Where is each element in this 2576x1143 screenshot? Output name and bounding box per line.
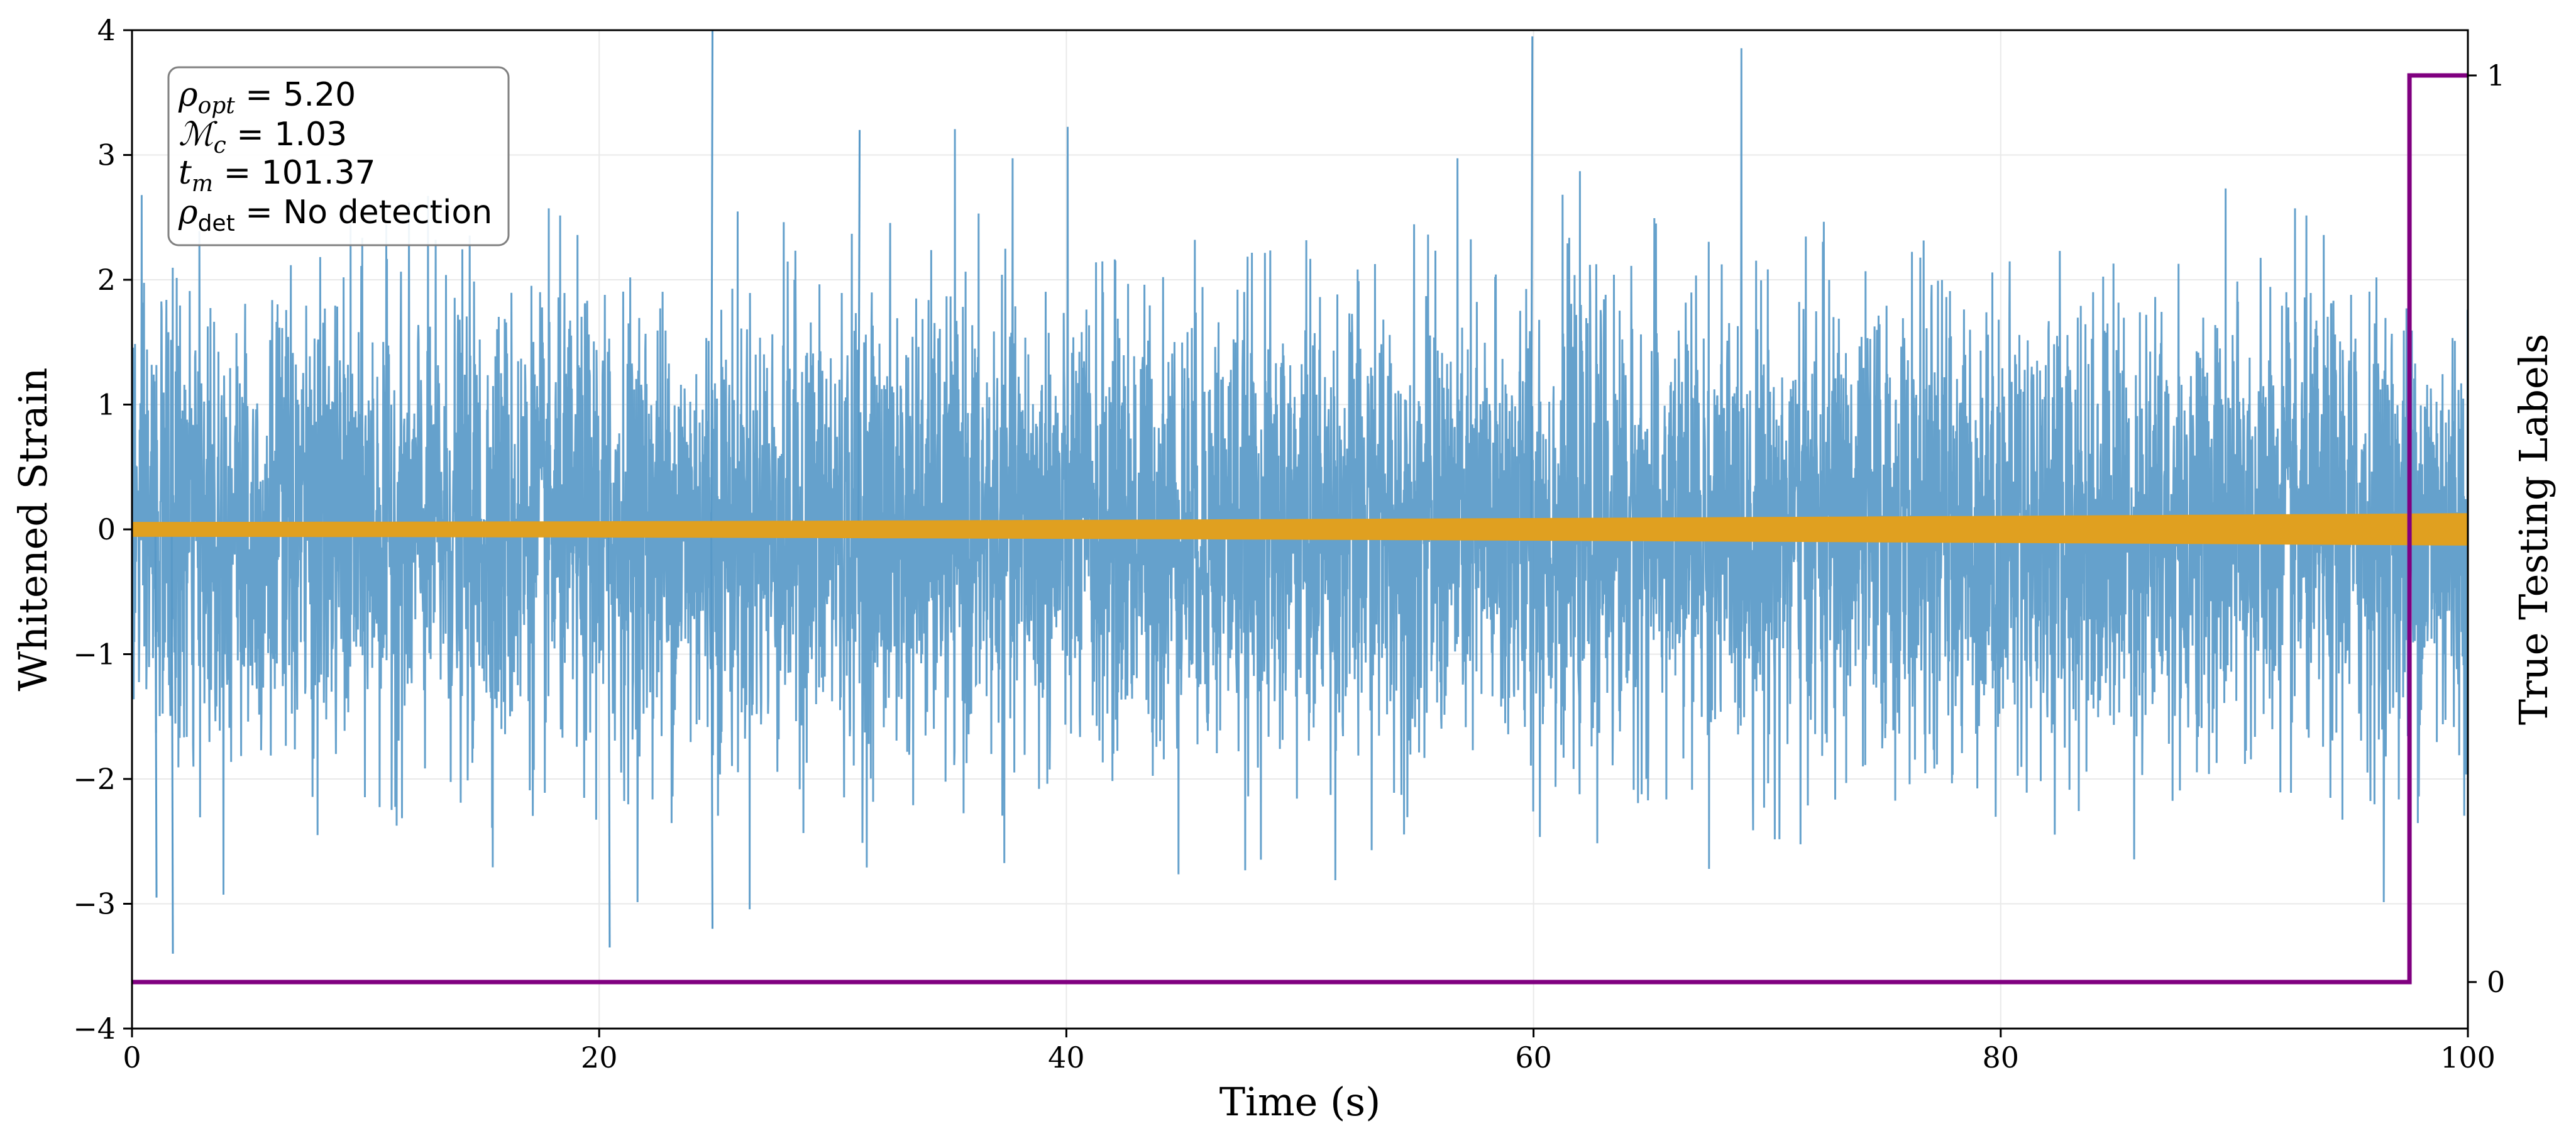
- y-left-tick-label: −1: [73, 638, 116, 671]
- x-tick-label: 80: [1983, 1041, 2020, 1074]
- y-right-tick-label: 1: [2487, 58, 2505, 92]
- y-left-tick-label: −4: [73, 1012, 116, 1046]
- x-tick-label: 60: [1515, 1041, 1552, 1074]
- annotation-box: ρopt = 5.20 ℳc = 1.03 tm = 101.37 ρdet =…: [167, 66, 510, 246]
- x-tick-label: 40: [1048, 1041, 1085, 1074]
- y-left-tick-label: 1: [97, 388, 116, 422]
- y-left-tick-label: 0: [97, 512, 116, 546]
- x-tick-label: 100: [2440, 1041, 2496, 1074]
- annotation-mc-value: 1.03: [274, 116, 347, 153]
- label-step-line: [132, 73, 2468, 985]
- x-tick-label: 0: [123, 1041, 141, 1074]
- signal-band: [132, 513, 2468, 546]
- annotation-frame: [167, 66, 510, 246]
- y-left-tick-label: 2: [97, 263, 116, 297]
- annotation-mc: ℳc = 1.03: [179, 116, 347, 158]
- y-left-tick-label: 3: [97, 138, 116, 172]
- y-axis-left-title: Whitened Strain: [10, 368, 56, 692]
- annotation-rho-det-value: No detection: [283, 194, 492, 231]
- noise-series: [131, 30, 2469, 954]
- noise-spike: [857, 130, 861, 530]
- label-series: [132, 73, 2468, 985]
- annotation-tm-value: 101.37: [261, 154, 376, 192]
- noise-spike: [710, 529, 713, 929]
- noise-spike: [170, 529, 174, 954]
- y-axis-right-ticks: 01: [2468, 58, 2505, 999]
- x-tick-label: 20: [581, 1041, 618, 1074]
- y-left-tick-label: −2: [73, 762, 116, 796]
- y-axis-right-title: True Testing Labels: [2511, 334, 2557, 726]
- noise-spike: [154, 529, 158, 898]
- annotation-rho-det: ρdet = No detection: [178, 194, 492, 236]
- x-axis-title: Time (s): [1219, 1079, 1381, 1125]
- x-axis-ticks: 0 20 40 60 80 100: [123, 1029, 2496, 1074]
- annotation-rho-opt-value: 5.20: [283, 76, 356, 114]
- signal-series: [132, 513, 2468, 546]
- noise-spike: [710, 30, 713, 530]
- annotation-tm: tm = 101.37: [179, 154, 376, 197]
- y-left-tick-label: 4: [97, 13, 116, 47]
- annotation-rho-opt: ρopt = 5.20: [178, 76, 356, 119]
- noise-spike: [607, 529, 611, 947]
- y-left-tick-label: −3: [73, 887, 116, 921]
- noise-line: [131, 48, 2469, 910]
- noise-spike: [1530, 36, 1534, 530]
- y-right-tick-label: 0: [2487, 965, 2505, 999]
- y-axis-left-ticks: −4 −3 −2 −1 0 1 2 3 4: [73, 13, 132, 1046]
